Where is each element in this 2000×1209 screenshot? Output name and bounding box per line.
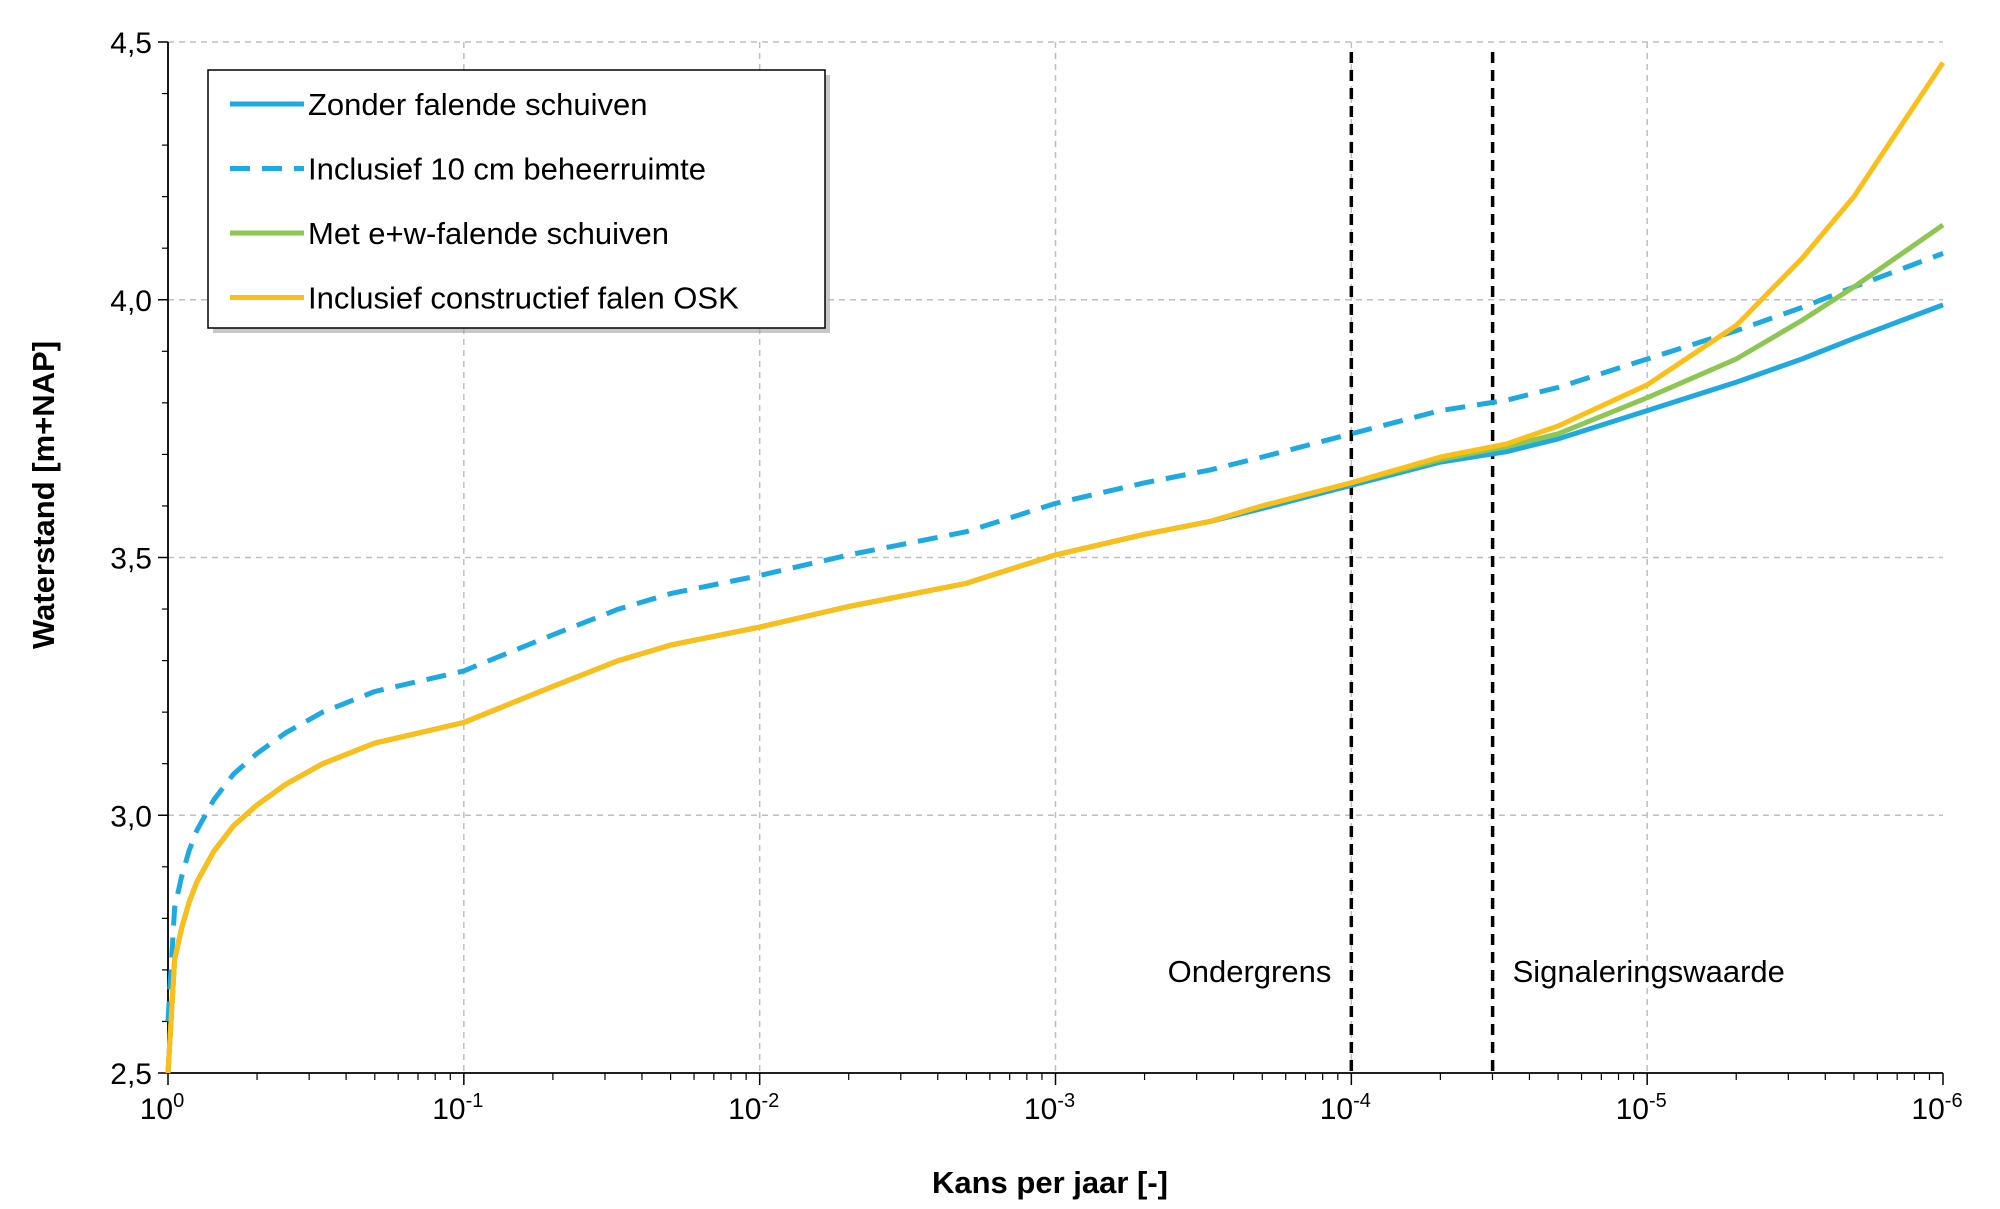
x-tick-exponent: -4 bbox=[1353, 1090, 1371, 1112]
x-axis-title: Kans per jaar [-] bbox=[932, 1165, 1168, 1200]
series-line bbox=[165, 61, 1946, 1074]
x-tick-exponent: -2 bbox=[761, 1090, 779, 1112]
x-tick-exponent: -3 bbox=[1057, 1090, 1075, 1112]
reference-lines: Ondergrens Signaleringswaarde bbox=[1168, 52, 1785, 1073]
legend: Zonder falende schuiven Inclusief 10 cm b… bbox=[207, 69, 830, 333]
legend-label: Inclusief 10 cm beheerruimte bbox=[308, 152, 706, 187]
y-tick-label: 4,0 bbox=[110, 285, 152, 318]
legend-label: Inclusief constructief falen OSK bbox=[308, 281, 739, 316]
y-tick-label: 3,0 bbox=[110, 800, 152, 833]
reference-line-label: Ondergrens bbox=[1168, 954, 1332, 989]
x-tick-exponent: -6 bbox=[1945, 1090, 1963, 1112]
x-tick-label: 10-3 bbox=[1024, 1090, 1075, 1126]
x-tick-label: 10-1 bbox=[432, 1090, 483, 1126]
series-line bbox=[165, 251, 1944, 1022]
x-tick-exponent: 0 bbox=[173, 1090, 184, 1112]
reference-line-label: Signaleringswaarde bbox=[1513, 954, 1785, 989]
x-tick-label: 10-4 bbox=[1320, 1090, 1371, 1126]
data-series bbox=[165, 61, 1946, 1074]
y-axis-title: Waterstand [m+NAP] bbox=[26, 341, 61, 649]
x-tick-exponent: -5 bbox=[1649, 1090, 1667, 1112]
x-tick-label: 10-2 bbox=[728, 1090, 779, 1126]
legend-label: Met e+w-falende schuiven bbox=[308, 216, 669, 251]
legend-label: Zonder falende schuiven bbox=[308, 87, 648, 122]
legend-box bbox=[207, 69, 826, 329]
y-tick-label: 2,5 bbox=[110, 1058, 152, 1091]
y-tick-label: 3,5 bbox=[110, 543, 152, 576]
x-tick-exponent: -1 bbox=[466, 1090, 484, 1112]
y-tick-label: 4,5 bbox=[110, 27, 152, 60]
